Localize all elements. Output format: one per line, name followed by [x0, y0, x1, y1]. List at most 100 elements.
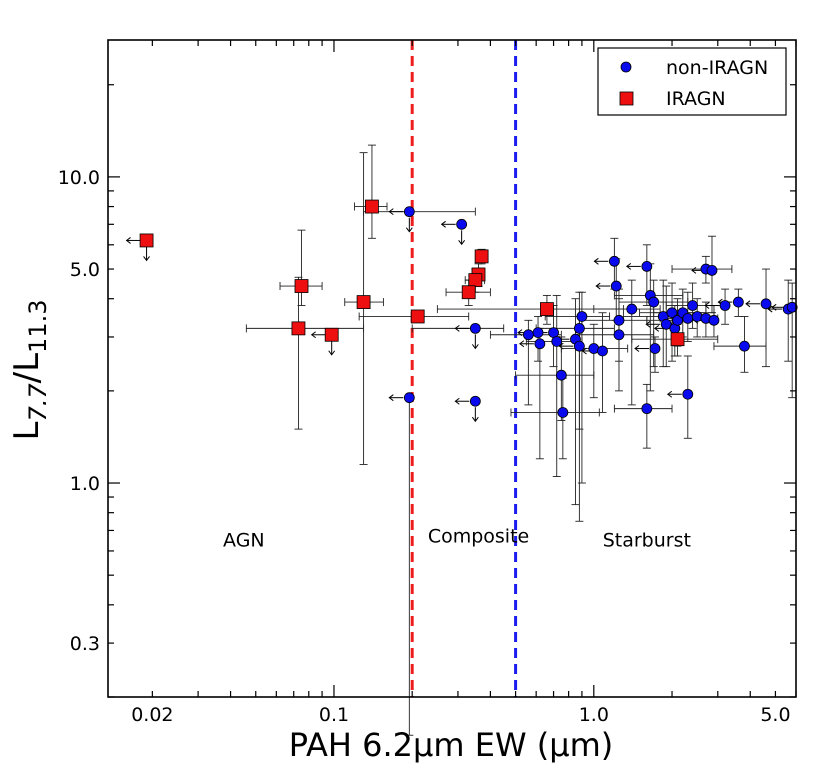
iragn-point-1 [365, 199, 379, 214]
non-iragn-point-30 [666, 307, 678, 319]
legend-circle-marker [620, 61, 632, 73]
plot-border [107, 39, 797, 698]
non-iragn-point-15 [573, 340, 585, 352]
non-iragn-point-35 [687, 300, 699, 311]
non-iragn-point-12 [576, 311, 588, 322]
error-noniragn-29-xlimit-head [645, 320, 651, 328]
iragn-point-6 [410, 309, 425, 324]
non-iragn-point-18 [608, 255, 620, 267]
non-iragn-point-11 [551, 336, 563, 347]
non-iragn-point-39 [708, 314, 720, 326]
region-label-agn: AGN [223, 530, 265, 552]
iragn-point-12 [670, 332, 685, 347]
iragn-point-10 [461, 285, 476, 300]
y-axis-title: L7.7/L11.3 [7, 300, 52, 441]
iragn-point-0 [139, 233, 154, 248]
non-iragn-point-37 [691, 311, 703, 322]
tick-labels: 0.02 0.1 1.0 5.0 0.3 1.0 5.0 10.0 [58, 167, 791, 726]
non-iragn-point-0 [403, 206, 415, 218]
non-iragn-point-34 [682, 312, 694, 324]
error-noniragn-46-xlimit-head [767, 305, 773, 313]
region-label-composite: Composite [428, 525, 529, 547]
legend-square-marker [619, 91, 634, 106]
error-noniragn-31-xlimit-head [653, 324, 660, 332]
error-noniragn-6-xlimit-head [517, 329, 523, 337]
error-iragn-0-ylimit-head [143, 256, 150, 262]
error-noniragn-47-xlimit-head [771, 303, 777, 311]
non-iragn-point-13 [573, 322, 585, 334]
region-label-starburst: Starburst [603, 530, 691, 552]
y-tick-label-1: 1.0 [70, 473, 100, 495]
non-iragn-point-44 [739, 340, 750, 352]
non-iragn-point-5 [522, 329, 534, 341]
non-iragn-point-41 [706, 264, 718, 276]
y-tick-label-3: 10.0 [58, 167, 100, 189]
error-noniragn-3-ylimit-head [471, 416, 479, 423]
error-noniragn-36-xlimit-head [666, 390, 673, 398]
non-iragn-point-36 [682, 388, 694, 400]
iragn-point-9 [468, 273, 483, 288]
iragn-point-3 [291, 321, 306, 336]
legend: non-IRAGN IRAGN [597, 47, 787, 116]
legend-label-non-iragn: non-IRAGN [666, 57, 768, 79]
non-iragn-point-26 [648, 296, 660, 308]
non-iragn-point-23 [641, 261, 653, 272]
iragn-point-5 [356, 295, 371, 309]
error-noniragn-1-xlimit-head [388, 394, 394, 402]
error-noniragn-0-xlimit-head [388, 208, 394, 216]
y-tick-label-0: 0.3 [70, 633, 100, 655]
non-iragn-point-29 [660, 318, 672, 330]
error-noniragn-41-xlimit-head [691, 266, 697, 274]
y-axis-title-sub1: 7.7 [24, 383, 52, 422]
error-noniragn-23-xlimit-head [626, 263, 632, 270]
x-tick-label-2: 1.0 [579, 704, 609, 726]
axis-ticks [108, 40, 797, 698]
non-iragn-point-45 [760, 298, 772, 310]
error-noniragn-17-xlimit-head [581, 347, 587, 355]
non-iragn-point-20 [613, 314, 625, 326]
iragn-point-11 [540, 302, 554, 316]
y-axis-title-sub2: 11.3 [24, 300, 52, 353]
non-iragn-point-22 [626, 303, 638, 315]
y-axis-title-sep: /L [7, 353, 47, 383]
error-noniragn-7-xlimit-head [519, 340, 525, 348]
error-iragn-4-xlimit-head [310, 331, 316, 339]
svg-text:L7.7/L11.3: L7.7/L11.3 [7, 300, 52, 441]
x-tick-label-1: 0.1 [319, 704, 349, 726]
non-iragn-point-9 [555, 369, 567, 381]
iragn-point-7 [474, 249, 489, 264]
error-noniragn-27-xlimit-head [634, 345, 640, 352]
error-noniragn-19-xlimit-head [595, 282, 601, 290]
non-iragn-point-27 [649, 343, 661, 354]
iragn-point-2 [294, 279, 309, 293]
non-iragn-point-25 [641, 403, 653, 415]
non-iragn-point-7 [534, 338, 546, 350]
error-noniragn-4-ylimit-head [471, 344, 479, 350]
error-noniragn-2-ylimit-head [458, 240, 466, 246]
y-tick-label-2: 5.0 [70, 259, 100, 281]
error-iragn-4-ylimit-head [328, 350, 336, 356]
non-iragn-point-3 [469, 395, 481, 407]
region-labels: AGN Composite Starburst [223, 525, 691, 551]
legend-label-iragn: IRAGN [666, 88, 726, 110]
non-iragn-point-6 [532, 327, 544, 339]
non-iragn-point-1 [403, 392, 415, 404]
non-iragn-point-43 [732, 296, 744, 308]
error-bars [125, 144, 797, 736]
non-iragn-point-32 [672, 314, 683, 326]
x-tick-label-3: 5.0 [760, 704, 790, 726]
error-iragn-0-xlimit-head [125, 237, 131, 244]
x-axis-title: PAH 6.2μm EW (μm) [289, 726, 614, 764]
non-iragn-point-42 [719, 300, 731, 311]
non-iragn-point-21 [613, 329, 625, 341]
error-noniragn-4-xlimit-head [454, 324, 460, 332]
error-noniragn-18-xlimit-head [593, 257, 599, 265]
non-iragn-point-47 [786, 301, 798, 313]
error-noniragn-2-xlimit-head [440, 220, 446, 228]
data-points [139, 199, 798, 418]
plot-frame [107, 39, 797, 698]
error-noniragn-3-xlimit-head [454, 397, 460, 405]
non-iragn-point-10 [557, 407, 569, 418]
non-iragn-point-4 [469, 322, 481, 334]
